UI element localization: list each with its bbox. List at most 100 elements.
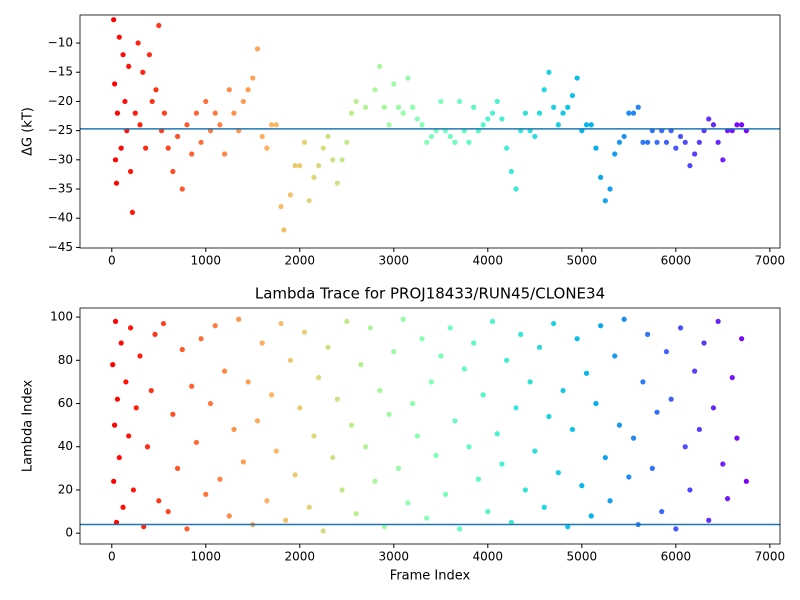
point xyxy=(692,368,698,374)
point xyxy=(179,346,185,353)
point xyxy=(536,344,543,350)
point xyxy=(148,387,154,394)
point xyxy=(710,405,717,411)
x-tick-label: 6000 xyxy=(661,254,692,268)
point xyxy=(471,340,477,346)
point xyxy=(264,145,270,151)
x-tick-label: 2000 xyxy=(285,254,316,268)
y-tick-label: −25 xyxy=(48,123,73,137)
point xyxy=(630,110,637,116)
point xyxy=(264,498,270,504)
point xyxy=(522,487,529,493)
point xyxy=(118,145,124,151)
point xyxy=(663,139,670,145)
point xyxy=(574,336,580,342)
point xyxy=(203,491,209,497)
point xyxy=(579,483,585,489)
point xyxy=(116,34,122,40)
point xyxy=(513,186,519,192)
point xyxy=(221,368,228,374)
point xyxy=(133,405,139,411)
point xyxy=(110,362,116,368)
point xyxy=(729,374,735,381)
point xyxy=(111,81,118,87)
point xyxy=(245,87,251,93)
x-tick-label: 2000 xyxy=(285,550,316,564)
point xyxy=(287,357,293,363)
point xyxy=(113,180,120,186)
point xyxy=(126,433,132,439)
point xyxy=(334,180,340,186)
point xyxy=(140,69,146,75)
point xyxy=(254,46,261,52)
point xyxy=(132,110,138,116)
y-tick-label: −10 xyxy=(48,36,73,50)
y-tick-label: 0 xyxy=(65,526,73,540)
point xyxy=(414,116,420,122)
point xyxy=(358,362,364,368)
point xyxy=(143,145,149,151)
point xyxy=(123,379,129,385)
y-tick-label: 40 xyxy=(58,439,73,453)
point xyxy=(231,426,237,433)
point xyxy=(118,340,124,346)
point xyxy=(111,478,117,484)
point xyxy=(560,387,566,394)
point xyxy=(348,422,355,428)
point xyxy=(353,511,359,517)
point xyxy=(122,98,128,105)
point xyxy=(621,133,627,140)
point xyxy=(161,110,168,116)
point xyxy=(494,431,500,437)
point xyxy=(499,116,505,122)
point xyxy=(419,122,425,128)
point xyxy=(593,145,599,151)
point xyxy=(569,426,576,433)
point xyxy=(715,139,721,145)
point xyxy=(198,336,204,342)
point xyxy=(217,122,223,128)
point xyxy=(551,320,557,327)
point xyxy=(189,151,195,157)
point xyxy=(292,163,298,169)
point xyxy=(687,163,693,169)
point xyxy=(710,122,717,128)
point xyxy=(325,344,331,350)
point xyxy=(278,320,284,327)
y-tick-label: −15 xyxy=(48,65,73,79)
point xyxy=(141,524,147,530)
point xyxy=(250,75,256,81)
point xyxy=(583,122,590,128)
point xyxy=(395,104,402,110)
point xyxy=(400,316,406,322)
point xyxy=(626,474,632,480)
point xyxy=(513,405,519,411)
point xyxy=(457,526,463,532)
point xyxy=(297,405,303,411)
x-tick-label: 3000 xyxy=(379,550,410,564)
point xyxy=(116,454,122,461)
y-axis-label: ΔG (kT) xyxy=(21,107,36,156)
chart-title: Lambda Trace for PROJ18433/RUN45/CLONE34 xyxy=(255,285,605,303)
point xyxy=(174,133,181,140)
point xyxy=(259,340,265,346)
point xyxy=(144,444,151,450)
point xyxy=(287,192,293,198)
point xyxy=(391,349,397,355)
point xyxy=(193,439,199,446)
point xyxy=(654,139,660,145)
point xyxy=(480,122,486,128)
point xyxy=(240,459,246,465)
point xyxy=(278,203,284,210)
point xyxy=(574,75,580,81)
axes-frame xyxy=(79,14,781,249)
point xyxy=(170,411,176,417)
point xyxy=(377,387,383,394)
point xyxy=(536,110,543,116)
point xyxy=(226,87,232,93)
point xyxy=(452,139,458,145)
point xyxy=(504,357,510,363)
point xyxy=(682,444,688,450)
point xyxy=(424,139,430,145)
point xyxy=(212,323,218,329)
